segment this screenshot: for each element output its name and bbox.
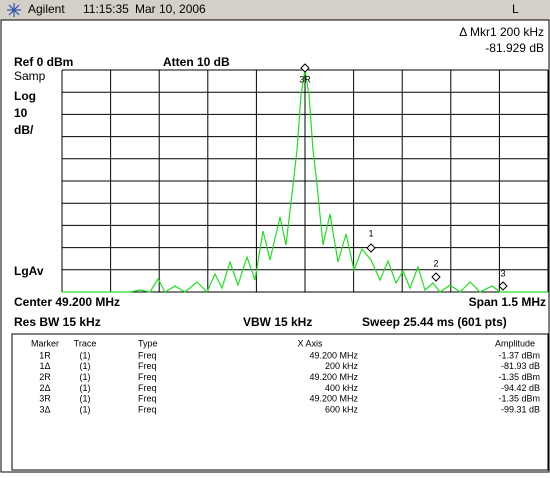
- ref-level: Ref 0 dBm: [14, 55, 73, 69]
- marker-label: 3: [500, 268, 505, 278]
- table-cell: 49.200 MHz: [309, 350, 358, 360]
- atten: Atten 10 dB: [163, 55, 230, 69]
- vbw: VBW 15 kHz: [243, 315, 312, 329]
- table-cell: Freq: [138, 394, 157, 404]
- table-cell: 3R: [39, 394, 51, 404]
- trace: [62, 69, 548, 294]
- left-label: Samp: [14, 69, 46, 83]
- table-body: Marker Trace Type X Axis Amplitude 1R (1) Freq 4…: [31, 338, 540, 414]
- table-header: Marker: [31, 338, 59, 348]
- table-cell: Freq: [138, 383, 157, 393]
- mode: L: [512, 2, 519, 16]
- table-header: Type: [138, 338, 158, 348]
- table-cell: (1): [80, 372, 91, 382]
- table-cell: (1): [80, 361, 91, 371]
- table-cell: (1): [80, 404, 91, 414]
- table-cell: -94.42 dB: [501, 383, 540, 393]
- graticule: [61, 69, 549, 293]
- table-cell: 3Δ: [39, 404, 50, 414]
- center: Center 49.200 MHz: [14, 295, 120, 309]
- table-cell: 400 kHz: [325, 383, 359, 393]
- marker-table: [11, 333, 549, 471]
- table-cell: Freq: [138, 361, 157, 371]
- marker-value: -81.929 dB: [485, 41, 544, 55]
- table-cell: 2R: [39, 372, 51, 382]
- table-cell: Freq: [138, 404, 157, 414]
- table-cell: Freq: [138, 372, 157, 382]
- table-cell: (1): [80, 383, 91, 393]
- marker-label: 3R: [299, 74, 311, 84]
- table-cell: 49.200 MHz: [309, 372, 358, 382]
- table-cell: -1.35 dBm: [498, 394, 540, 404]
- markers: [300, 63, 508, 291]
- table-cell: 600 kHz: [325, 404, 359, 414]
- brand: Agilent: [28, 2, 65, 16]
- marker-readout: Δ Mkr1 200 kHz: [459, 25, 544, 39]
- time: 11:15:35: [83, 2, 129, 16]
- marker-label: 2: [433, 258, 438, 268]
- marker-label: 1: [368, 228, 373, 238]
- table-cell: 49.200 MHz: [309, 394, 358, 404]
- date: Mar 10, 2006: [135, 2, 206, 16]
- table-cell: (1): [80, 350, 91, 360]
- table-cell: 200 kHz: [325, 361, 359, 371]
- left-label: dB/: [14, 123, 34, 137]
- table-header: Amplitude: [495, 338, 535, 348]
- span: Span 1.5 MHz: [469, 295, 546, 309]
- table-header: Trace: [74, 338, 97, 348]
- table-cell: -1.35 dBm: [498, 372, 540, 382]
- table-cell: -81.93 dB: [501, 361, 540, 371]
- table-cell: -99.31 dB: [501, 404, 540, 414]
- res-bw: Res BW 15 kHz: [14, 315, 101, 329]
- left-label: 10: [14, 106, 28, 120]
- table-cell: 1Δ: [39, 361, 50, 371]
- table-header: X Axis: [297, 338, 323, 348]
- logo: [7, 3, 21, 17]
- table-cell: 1R: [39, 350, 51, 360]
- table-cell: (1): [80, 394, 91, 404]
- left-label: Log: [14, 89, 36, 103]
- sweep: Sweep 25.44 ms (601 pts): [362, 315, 507, 329]
- left-label: LgAv: [14, 264, 44, 278]
- table-cell: 2Δ: [39, 383, 50, 393]
- title-bar: [0, 0, 550, 20]
- table-cell: -1.37 dBm: [498, 350, 540, 360]
- table-cell: Freq: [138, 350, 157, 360]
